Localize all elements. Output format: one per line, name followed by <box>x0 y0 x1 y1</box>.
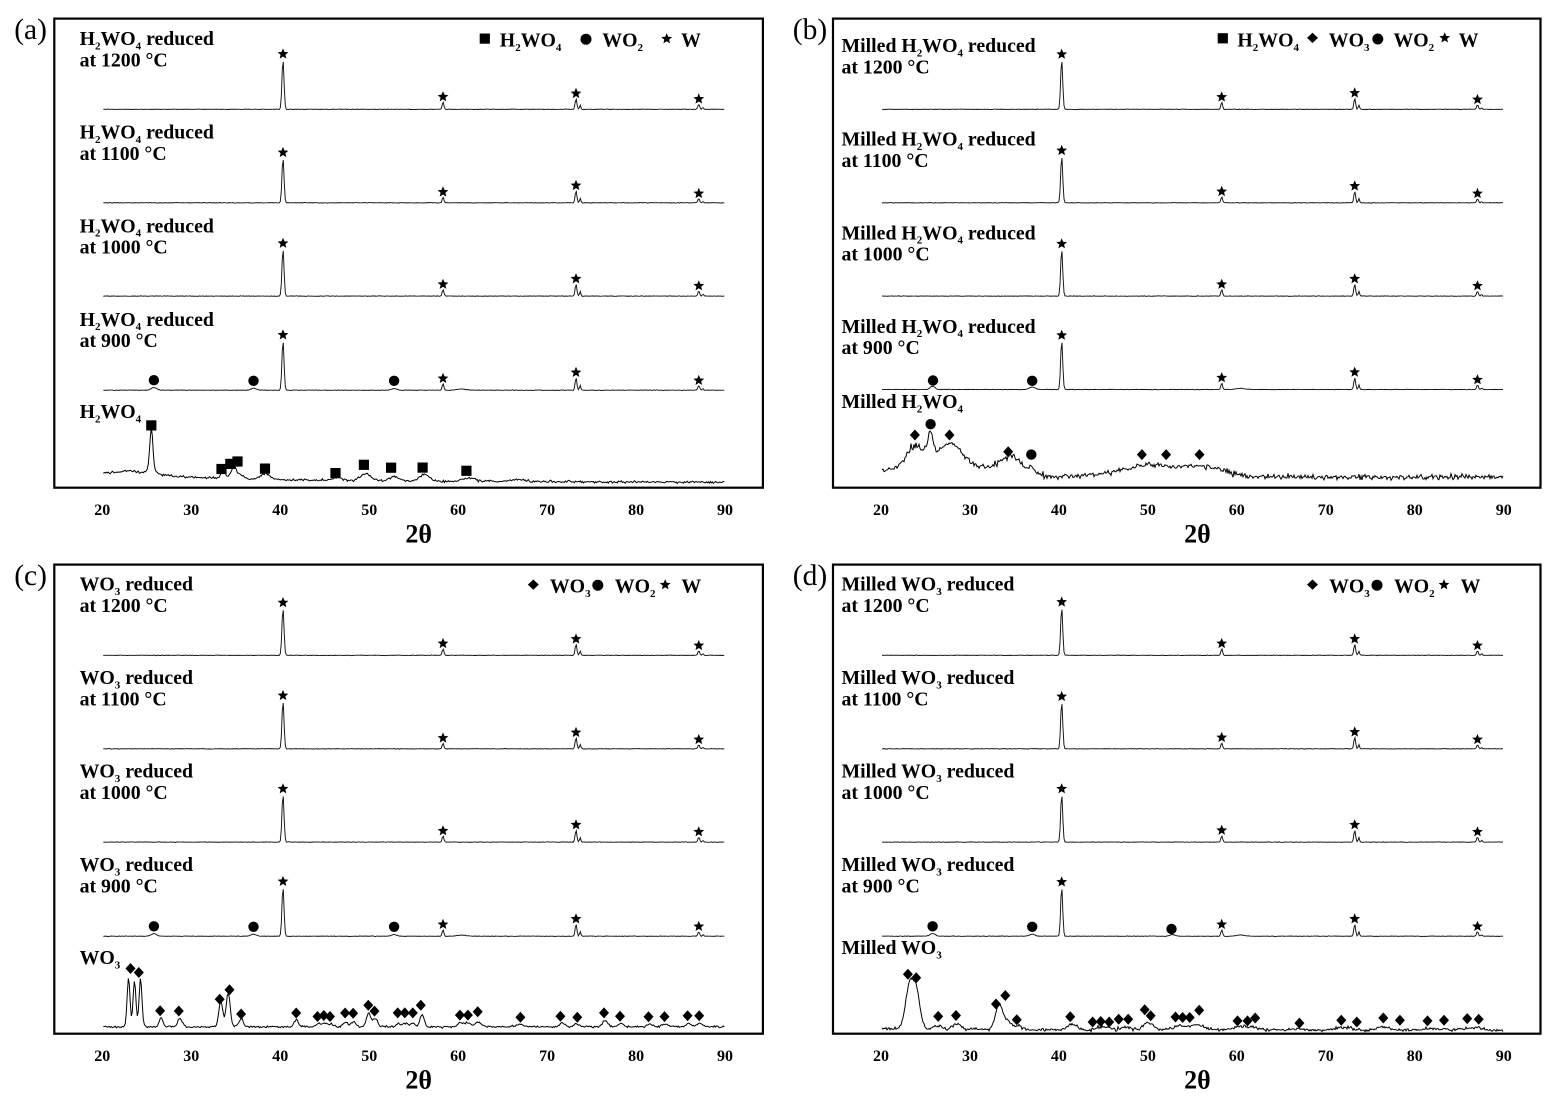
svg-text:20: 20 <box>94 1048 110 1065</box>
svg-text:Milled WO3 reduced: Milled WO3 reduced <box>842 854 1015 878</box>
svg-text:at 1200 °C: at 1200 °C <box>842 595 930 617</box>
svg-text:90: 90 <box>1496 502 1512 519</box>
svg-text:at 900 °C: at 900 °C <box>80 876 158 898</box>
svg-text:H2WO4: H2WO4 <box>80 401 142 425</box>
svg-text:WO2: WO2 <box>1394 576 1435 600</box>
svg-text:at 1000 °C: at 1000 °C <box>80 237 168 259</box>
svg-text:60: 60 <box>450 1048 466 1065</box>
svg-text:W: W <box>681 576 701 598</box>
svg-text:20: 20 <box>873 502 889 519</box>
svg-text:30: 30 <box>962 1048 978 1065</box>
svg-text:80: 80 <box>1407 1048 1423 1065</box>
svg-text:20: 20 <box>94 502 110 519</box>
svg-text:W: W <box>1461 576 1481 598</box>
svg-text:50: 50 <box>1140 1048 1156 1065</box>
svg-text:Milled H2WO4: Milled H2WO4 <box>842 391 964 415</box>
svg-text:70: 70 <box>539 1048 555 1065</box>
svg-text:60: 60 <box>1229 1048 1245 1065</box>
svg-text:(b): (b) <box>793 14 827 46</box>
svg-text:80: 80 <box>1407 502 1423 519</box>
svg-text:at 900 °C: at 900 °C <box>842 337 920 359</box>
svg-text:at 1200 °C: at 1200 °C <box>80 595 168 617</box>
svg-text:20: 20 <box>873 1048 889 1065</box>
svg-text:(a): (a) <box>14 14 47 46</box>
svg-text:90: 90 <box>717 1048 733 1065</box>
svg-text:50: 50 <box>361 502 377 519</box>
svg-text:Milled WO3 reduced: Milled WO3 reduced <box>842 667 1015 691</box>
svg-text:at 1100 °C: at 1100 °C <box>80 689 167 711</box>
svg-text:WO2: WO2 <box>602 30 643 54</box>
svg-text:at 1100 °C: at 1100 °C <box>842 150 929 172</box>
svg-text:WO3: WO3 <box>550 576 591 600</box>
svg-text:at 1200 °C: at 1200 °C <box>80 50 168 72</box>
svg-text:at 1100 °C: at 1100 °C <box>80 143 167 165</box>
svg-text:60: 60 <box>450 502 466 519</box>
svg-text:2θ: 2θ <box>405 1065 432 1094</box>
svg-text:30: 30 <box>962 502 978 519</box>
svg-text:30: 30 <box>183 502 199 519</box>
svg-text:Milled WO3 reduced: Milled WO3 reduced <box>842 761 1015 785</box>
svg-text:H2WO4 reduced: H2WO4 reduced <box>80 215 214 239</box>
svg-text:80: 80 <box>628 1048 644 1065</box>
svg-text:WO3 reduced: WO3 reduced <box>80 667 193 691</box>
svg-text:W: W <box>1459 30 1479 52</box>
svg-text:40: 40 <box>1051 1048 1067 1065</box>
svg-text:70: 70 <box>1318 502 1334 519</box>
svg-text:30: 30 <box>183 1048 199 1065</box>
svg-text:WO3 reduced: WO3 reduced <box>80 574 193 598</box>
svg-text:at 1100 °C: at 1100 °C <box>842 689 929 711</box>
svg-text:50: 50 <box>361 1048 377 1065</box>
svg-text:at 1000 °C: at 1000 °C <box>80 782 168 804</box>
svg-text:H2WO4 reduced: H2WO4 reduced <box>80 28 214 52</box>
svg-text:WO3 reduced: WO3 reduced <box>80 761 193 785</box>
svg-text:Milled H2WO4 reduced: Milled H2WO4 reduced <box>842 35 1036 59</box>
svg-text:at 900 °C: at 900 °C <box>842 876 920 898</box>
svg-text:WO2: WO2 <box>615 576 656 600</box>
svg-text:Milled H2WO4 reduced: Milled H2WO4 reduced <box>842 222 1036 246</box>
svg-text:WO2: WO2 <box>1394 30 1435 54</box>
svg-text:2θ: 2θ <box>1184 1065 1211 1094</box>
svg-text:at 1000 °C: at 1000 °C <box>842 782 930 804</box>
svg-text:H2WO4: H2WO4 <box>500 30 562 54</box>
svg-text:90: 90 <box>717 502 733 519</box>
svg-text:Milled H2WO4 reduced: Milled H2WO4 reduced <box>842 129 1036 153</box>
svg-text:(c): (c) <box>14 560 47 592</box>
svg-text:WO3: WO3 <box>80 947 121 971</box>
svg-text:H2WO4 reduced: H2WO4 reduced <box>80 309 214 333</box>
svg-text:(d): (d) <box>793 560 827 592</box>
svg-text:WO3 reduced: WO3 reduced <box>80 854 193 878</box>
svg-text:H2WO4: H2WO4 <box>1237 30 1299 54</box>
svg-text:40: 40 <box>272 502 288 519</box>
svg-text:90: 90 <box>1496 1048 1512 1065</box>
svg-text:Milled H2WO4 reduced: Milled H2WO4 reduced <box>842 316 1036 340</box>
svg-text:80: 80 <box>628 502 644 519</box>
svg-text:70: 70 <box>1318 1048 1334 1065</box>
svg-text:WO3: WO3 <box>1329 576 1370 600</box>
svg-text:40: 40 <box>1051 502 1067 519</box>
svg-text:40: 40 <box>272 1048 288 1065</box>
svg-text:Milled WO3: Milled WO3 <box>842 937 943 961</box>
svg-text:WO3: WO3 <box>1329 30 1370 54</box>
svg-text:H2WO4 reduced: H2WO4 reduced <box>80 122 214 146</box>
svg-text:Milled WO3 reduced: Milled WO3 reduced <box>842 574 1015 598</box>
svg-text:2θ: 2θ <box>1184 519 1211 548</box>
svg-text:at 900 °C: at 900 °C <box>80 330 158 352</box>
svg-text:at 1200 °C: at 1200 °C <box>842 57 930 79</box>
svg-text:50: 50 <box>1140 502 1156 519</box>
svg-text:2θ: 2θ <box>405 519 432 548</box>
svg-text:at 1000 °C: at 1000 °C <box>842 244 930 266</box>
svg-text:W: W <box>681 30 701 52</box>
svg-text:60: 60 <box>1229 502 1245 519</box>
svg-text:70: 70 <box>539 502 555 519</box>
